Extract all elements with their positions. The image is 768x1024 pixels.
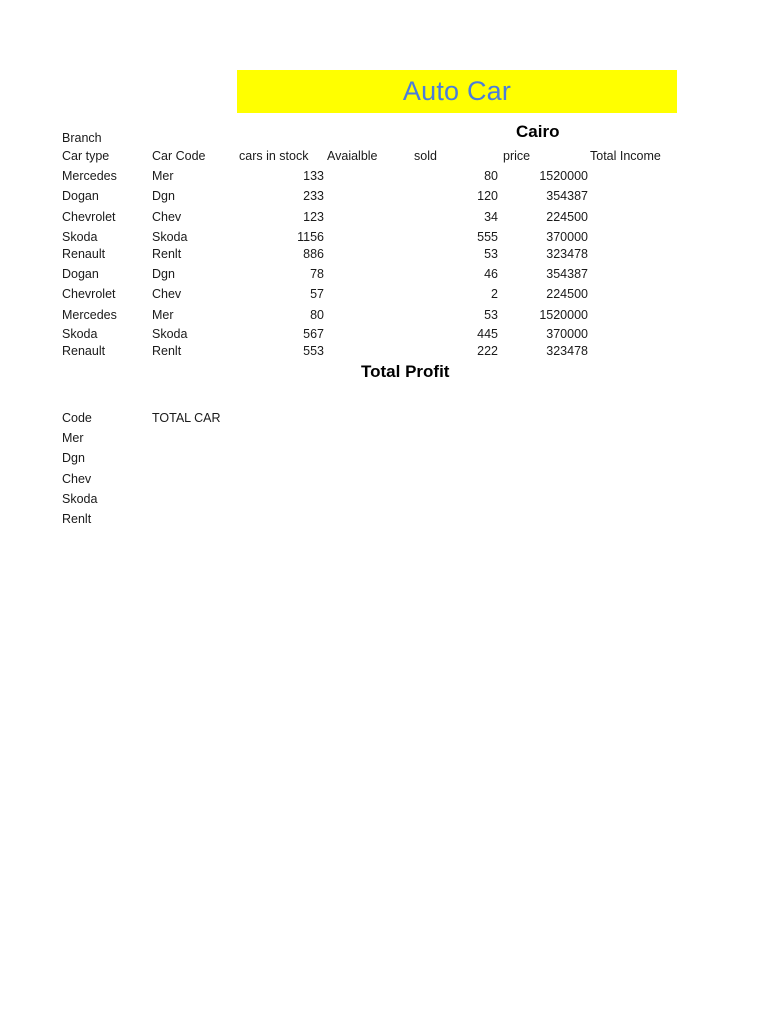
cell-cars-in-stock: 57: [310, 287, 324, 301]
cell-car-type: Dogan: [62, 189, 99, 203]
column-header-cars-in-stock: cars in stock: [239, 149, 309, 163]
cell-price: 555: [477, 230, 498, 244]
cell-car-code: Renlt: [152, 247, 182, 261]
cell-price: 222: [477, 344, 498, 358]
cell-total-income: 354387: [546, 267, 588, 281]
cell-cars-in-stock: 567: [303, 327, 324, 341]
cell-code: Mer: [62, 431, 84, 445]
cell-car-type: Renault: [62, 344, 106, 358]
document-title-banner: Auto Car: [237, 70, 677, 113]
cell-price: 53: [484, 247, 498, 261]
cell-total-income: 224500: [546, 287, 588, 301]
cell-price: 80: [484, 169, 498, 183]
cell-total-income: 354387: [546, 189, 588, 203]
cell-cars-in-stock: 553: [303, 344, 324, 358]
cell-car-code: Mer: [152, 308, 174, 322]
total-profit-heading: Total Profit: [361, 362, 450, 381]
column-header-car-type: Car type: [62, 149, 110, 163]
cell-total-income: 370000: [546, 230, 588, 244]
cell-car-code: Renlt: [152, 344, 182, 358]
cell-price: 53: [484, 308, 498, 322]
branch-label: Branch: [62, 131, 102, 145]
cell-price: 120: [477, 189, 498, 203]
column-header-total-income: Total Income: [590, 149, 661, 163]
cell-total-income: 224500: [546, 210, 588, 224]
cell-cars-in-stock: 78: [310, 267, 324, 281]
cell-car-type: Mercedes: [62, 308, 117, 322]
cell-price: 2: [491, 287, 498, 301]
cell-car-code: Dgn: [152, 189, 175, 203]
cell-cars-in-stock: 80: [310, 308, 324, 322]
cell-car-type: Renault: [62, 247, 106, 261]
cell-cars-in-stock: 886: [303, 247, 324, 261]
cell-total-income: 1520000: [539, 169, 588, 183]
cell-car-type: Dogan: [62, 267, 99, 281]
cell-cars-in-stock: 1156: [297, 230, 324, 244]
cell-car-type: Skoda: [62, 327, 98, 341]
cell-car-type: Chevrolet: [62, 287, 116, 301]
cell-car-code: Mer: [152, 169, 174, 183]
cell-car-type: Chevrolet: [62, 210, 116, 224]
column-header-sold: sold: [414, 149, 437, 163]
cell-code: Chev: [62, 472, 92, 486]
cell-car-code: Skoda: [152, 230, 188, 244]
cell-code: Dgn: [62, 451, 85, 465]
cell-total-income: 370000: [546, 327, 588, 341]
cell-total-income: 323478: [546, 247, 588, 261]
cell-price: 445: [477, 327, 498, 341]
cell-code: Renlt: [62, 512, 92, 526]
cell-car-code: Dgn: [152, 267, 175, 281]
cell-car-code: Chev: [152, 287, 182, 301]
cell-car-code: Chev: [152, 210, 182, 224]
cell-total-income: 1520000: [539, 308, 588, 322]
cell-cars-in-stock: 233: [303, 189, 324, 203]
cell-car-type: Skoda: [62, 230, 98, 244]
cell-car-code: Skoda: [152, 327, 188, 341]
column-header-total-car: TOTAL CAR: [152, 411, 221, 425]
cell-price: 34: [484, 210, 498, 224]
branch-name-heading: Cairo: [516, 122, 560, 141]
cell-price: 46: [484, 267, 498, 281]
cell-car-type: Mercedes: [62, 169, 117, 183]
column-header-price: price: [503, 149, 531, 163]
cell-total-income: 323478: [546, 344, 588, 358]
cell-code: Skoda: [62, 492, 98, 506]
column-header-code: Code: [62, 411, 92, 425]
cell-cars-in-stock: 123: [303, 210, 324, 224]
column-header-car-code: Car Code: [152, 149, 206, 163]
page-title: Auto Car: [402, 76, 512, 106]
cell-cars-in-stock: 133: [303, 169, 324, 183]
column-header-available: Avaialble: [327, 149, 378, 163]
